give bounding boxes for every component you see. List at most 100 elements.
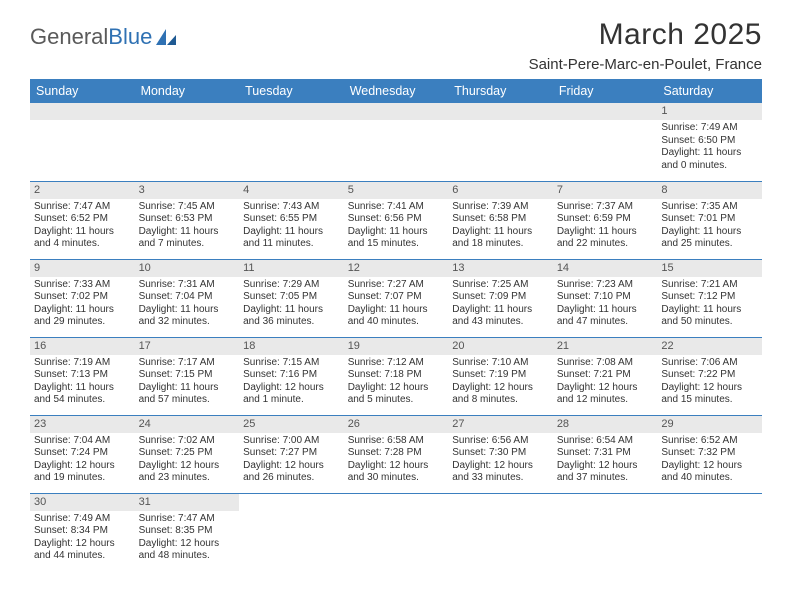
sunset-text: Sunset: 7:13 PM [34, 369, 131, 382]
daylight-text: Daylight: 11 hours [661, 147, 758, 160]
weekday-header: Wednesday [344, 79, 449, 103]
weekday-header: Friday [553, 79, 658, 103]
daylight-text: Daylight: 11 hours [661, 304, 758, 317]
day-number [30, 103, 135, 120]
sunset-text: Sunset: 6:59 PM [557, 213, 654, 226]
daylight-text: and 15 minutes. [348, 238, 445, 251]
daylight-text: and 7 minutes. [139, 238, 236, 251]
sunrise-text: Sunrise: 7:47 AM [139, 513, 236, 526]
calendar-week-row: 2Sunrise: 7:47 AMSunset: 6:52 PMDaylight… [30, 181, 762, 259]
calendar-cell: 18Sunrise: 7:15 AMSunset: 7:16 PMDayligh… [239, 337, 344, 415]
daylight-text: and 26 minutes. [243, 472, 340, 485]
day-body: Sunrise: 7:45 AMSunset: 6:53 PMDaylight:… [135, 199, 240, 255]
day-number: 17 [135, 338, 240, 355]
sunset-text: Sunset: 7:10 PM [557, 291, 654, 304]
daylight-text: and 5 minutes. [348, 394, 445, 407]
calendar-cell [344, 103, 449, 181]
calendar-cell: 15Sunrise: 7:21 AMSunset: 7:12 PMDayligh… [657, 259, 762, 337]
sunrise-text: Sunrise: 6:56 AM [452, 435, 549, 448]
day-number [135, 103, 240, 120]
daylight-text: and 40 minutes. [661, 472, 758, 485]
calendar-cell: 7Sunrise: 7:37 AMSunset: 6:59 PMDaylight… [553, 181, 658, 259]
sunrise-text: Sunrise: 7:06 AM [661, 357, 758, 370]
sunrise-text: Sunrise: 7:25 AM [452, 279, 549, 292]
day-number: 3 [135, 182, 240, 199]
calendar-cell: 10Sunrise: 7:31 AMSunset: 7:04 PMDayligh… [135, 259, 240, 337]
sunset-text: Sunset: 7:32 PM [661, 447, 758, 460]
day-number: 14 [553, 260, 658, 277]
day-number: 4 [239, 182, 344, 199]
calendar-cell: 23Sunrise: 7:04 AMSunset: 7:24 PMDayligh… [30, 415, 135, 493]
calendar-cell: 27Sunrise: 6:56 AMSunset: 7:30 PMDayligh… [448, 415, 553, 493]
day-body: Sunrise: 7:10 AMSunset: 7:19 PMDaylight:… [448, 355, 553, 411]
day-body: Sunrise: 7:15 AMSunset: 7:16 PMDaylight:… [239, 355, 344, 411]
calendar-cell: 28Sunrise: 6:54 AMSunset: 7:31 PMDayligh… [553, 415, 658, 493]
sunset-text: Sunset: 6:55 PM [243, 213, 340, 226]
day-number: 24 [135, 416, 240, 433]
sunset-text: Sunset: 7:12 PM [661, 291, 758, 304]
calendar-cell: 1Sunrise: 7:49 AMSunset: 6:50 PMDaylight… [657, 103, 762, 181]
daylight-text: Daylight: 11 hours [452, 304, 549, 317]
day-number [344, 103, 449, 120]
day-number: 10 [135, 260, 240, 277]
daylight-text: and 48 minutes. [139, 550, 236, 563]
sunrise-text: Sunrise: 7:41 AM [348, 201, 445, 214]
day-number: 18 [239, 338, 344, 355]
weekday-header-row: Sunday Monday Tuesday Wednesday Thursday… [30, 79, 762, 103]
daylight-text: Daylight: 11 hours [348, 304, 445, 317]
sunset-text: Sunset: 7:15 PM [139, 369, 236, 382]
calendar-cell: 11Sunrise: 7:29 AMSunset: 7:05 PMDayligh… [239, 259, 344, 337]
day-number: 13 [448, 260, 553, 277]
calendar-cell: 16Sunrise: 7:19 AMSunset: 7:13 PMDayligh… [30, 337, 135, 415]
calendar-cell: 20Sunrise: 7:10 AMSunset: 7:19 PMDayligh… [448, 337, 553, 415]
calendar-cell: 21Sunrise: 7:08 AMSunset: 7:21 PMDayligh… [553, 337, 658, 415]
calendar-cell [448, 103, 553, 181]
calendar-cell: 13Sunrise: 7:25 AMSunset: 7:09 PMDayligh… [448, 259, 553, 337]
day-body: Sunrise: 7:04 AMSunset: 7:24 PMDaylight:… [30, 433, 135, 489]
weekday-header: Monday [135, 79, 240, 103]
calendar-table: Sunday Monday Tuesday Wednesday Thursday… [30, 79, 762, 571]
daylight-text: Daylight: 11 hours [34, 226, 131, 239]
sunrise-text: Sunrise: 7:45 AM [139, 201, 236, 214]
day-number: 22 [657, 338, 762, 355]
daylight-text: and 25 minutes. [661, 238, 758, 251]
calendar-week-row: 23Sunrise: 7:04 AMSunset: 7:24 PMDayligh… [30, 415, 762, 493]
sunset-text: Sunset: 7:05 PM [243, 291, 340, 304]
sunset-text: Sunset: 7:16 PM [243, 369, 340, 382]
daylight-text: Daylight: 11 hours [348, 226, 445, 239]
sunrise-text: Sunrise: 7:33 AM [34, 279, 131, 292]
day-number [448, 103, 553, 120]
sunset-text: Sunset: 7:24 PM [34, 447, 131, 460]
daylight-text: and 37 minutes. [557, 472, 654, 485]
sunset-text: Sunset: 7:04 PM [139, 291, 236, 304]
sunset-text: Sunset: 6:52 PM [34, 213, 131, 226]
day-body: Sunrise: 7:43 AMSunset: 6:55 PMDaylight:… [239, 199, 344, 255]
calendar-cell: 22Sunrise: 7:06 AMSunset: 7:22 PMDayligh… [657, 337, 762, 415]
sunrise-text: Sunrise: 7:31 AM [139, 279, 236, 292]
daylight-text: Daylight: 12 hours [661, 382, 758, 395]
day-number: 5 [344, 182, 449, 199]
sunrise-text: Sunrise: 7:43 AM [243, 201, 340, 214]
calendar-cell: 8Sunrise: 7:35 AMSunset: 7:01 PMDaylight… [657, 181, 762, 259]
calendar-cell: 29Sunrise: 6:52 AMSunset: 7:32 PMDayligh… [657, 415, 762, 493]
sunrise-text: Sunrise: 7:10 AM [452, 357, 549, 370]
day-number: 30 [30, 494, 135, 511]
day-number: 9 [30, 260, 135, 277]
sunset-text: Sunset: 7:07 PM [348, 291, 445, 304]
calendar-cell: 30Sunrise: 7:49 AMSunset: 8:34 PMDayligh… [30, 493, 135, 571]
day-body: Sunrise: 6:54 AMSunset: 7:31 PMDaylight:… [553, 433, 658, 489]
day-body: Sunrise: 7:37 AMSunset: 6:59 PMDaylight:… [553, 199, 658, 255]
daylight-text: Daylight: 12 hours [452, 382, 549, 395]
daylight-text: and 54 minutes. [34, 394, 131, 407]
day-number: 11 [239, 260, 344, 277]
day-number: 6 [448, 182, 553, 199]
daylight-text: and 22 minutes. [557, 238, 654, 251]
day-body: Sunrise: 7:19 AMSunset: 7:13 PMDaylight:… [30, 355, 135, 411]
sunrise-text: Sunrise: 7:39 AM [452, 201, 549, 214]
day-number [239, 103, 344, 120]
day-body: Sunrise: 6:58 AMSunset: 7:28 PMDaylight:… [344, 433, 449, 489]
day-body: Sunrise: 7:27 AMSunset: 7:07 PMDaylight:… [344, 277, 449, 333]
sunset-text: Sunset: 7:30 PM [452, 447, 549, 460]
sunrise-text: Sunrise: 7:17 AM [139, 357, 236, 370]
brand-part1: General [30, 24, 108, 50]
